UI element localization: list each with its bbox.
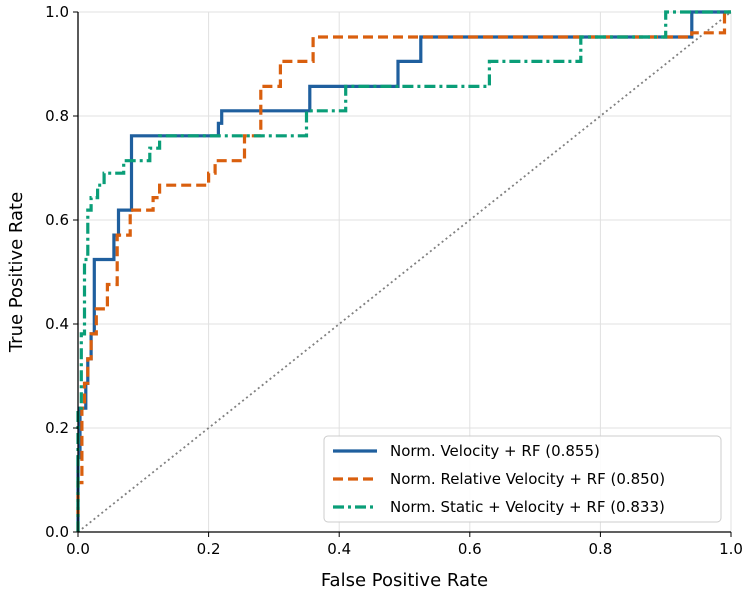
x-tick-label: 0.2 [197, 540, 221, 558]
legend-box [323, 435, 722, 523]
y-tick-label: 0.4 [45, 315, 69, 333]
y-axis-label: True Positive Rate [6, 192, 27, 353]
x-tick-label: 0.0 [66, 540, 90, 558]
y-tick-label: 0.2 [45, 419, 69, 437]
y-tick-label: 1.0 [45, 3, 69, 21]
y-tick-label: 0.8 [45, 107, 69, 125]
x-tick-label: 1.0 [719, 540, 743, 558]
legend-label-1: Norm. Velocity + RF (0.855) [390, 442, 600, 460]
roc-curve-2 [76, 10, 731, 532]
legend: Norm. Velocity + RF (0.855) Norm. Relativ… [323, 435, 722, 523]
y-tick-label: 0.0 [45, 523, 69, 541]
chance-diagonal-line [77, 11, 732, 533]
legend-label-3: Norm. Static + Velocity + RF (0.833) [390, 498, 665, 516]
x-tick-label: 0.6 [458, 540, 482, 558]
roc-curve-3 [76, 10, 731, 532]
x-tick-label: 0.8 [588, 540, 612, 558]
chance-diagonal [77, 11, 732, 533]
roc-curves [76, 10, 731, 532]
tick-labels: 0.0 0.2 0.4 0.6 0.8 1.0 0.0 0.2 0.4 0.6 0.8 1.0 [45, 3, 743, 558]
x-axis-label: False Positive Rate [321, 570, 488, 591]
legend-label-2: Norm. Relative Velocity + RF (0.850) [390, 470, 665, 488]
axes [73, 11, 732, 537]
y-tick-label: 0.6 [45, 211, 69, 229]
x-tick-label: 0.4 [327, 540, 351, 558]
